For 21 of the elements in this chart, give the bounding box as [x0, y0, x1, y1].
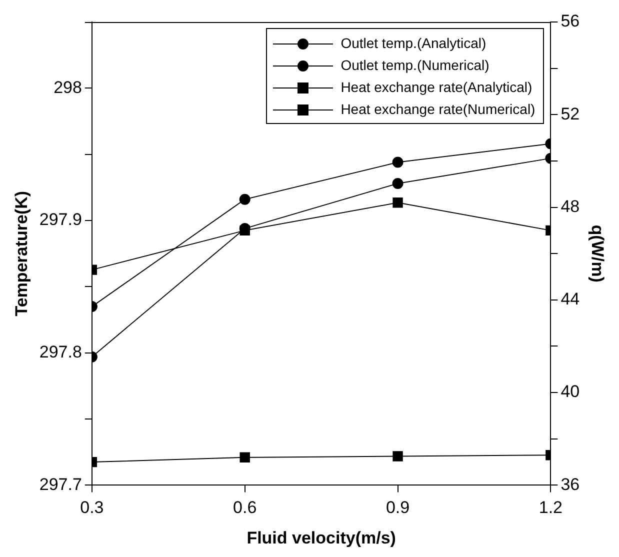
legend-label: Outlet temp.(Analytical)	[340, 35, 486, 51]
y-tick-label: 297.8	[39, 342, 82, 362]
y2-tick-label: 56	[560, 12, 580, 31]
y2-tick-label: 36	[560, 474, 580, 494]
y-tick-label: 297.7	[39, 474, 82, 494]
x-tick-label: 0.6	[233, 498, 257, 518]
y-axis-title: Temperature(K)	[12, 190, 31, 316]
y2-tick-label: 48	[560, 196, 580, 216]
x-axis-title: Fluid velocity(m/s)	[246, 528, 396, 548]
x-tick-label: 0.9	[386, 498, 410, 518]
y-tick-label: 298	[54, 78, 82, 97]
y2-tick-label: 40	[560, 382, 580, 402]
y-tick-label: 297.9	[39, 210, 82, 230]
legend-label: Heat exchange rate(Analytical)	[340, 79, 532, 95]
y2-axis-title: q(W/m)	[588, 224, 608, 282]
y2-tick-label: 44	[560, 290, 580, 309]
legend-label: Outlet temp.(Numerical)	[340, 57, 490, 73]
x-tick-label: 0.3	[80, 498, 104, 518]
legend-label: Heat exchange rate(Numerical)	[340, 101, 536, 117]
x-tick-label: 1.2	[538, 498, 563, 518]
y2-tick-label: 52	[560, 104, 580, 124]
